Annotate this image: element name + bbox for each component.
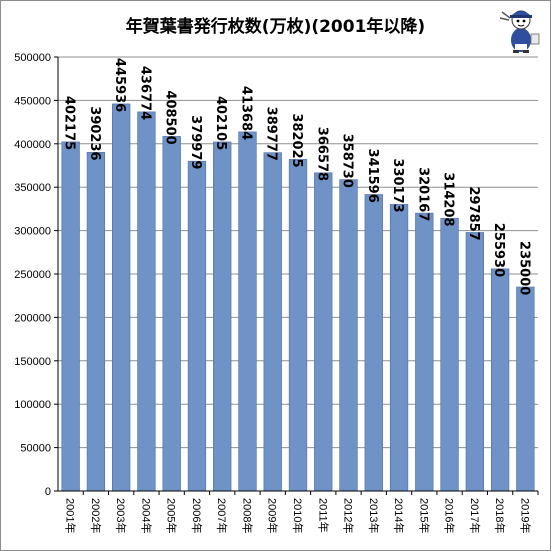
bar	[162, 136, 181, 492]
x-tick-label: 2011年	[316, 498, 330, 533]
bar	[339, 179, 358, 492]
bar	[86, 151, 106, 492]
x-tick-label: 2003年	[114, 498, 128, 533]
data-label: 379979	[188, 115, 203, 169]
x-tick-label: 2016年	[443, 498, 457, 533]
bar	[389, 204, 409, 492]
data-label: 235000	[516, 241, 531, 295]
x-tick-label: 2013年	[367, 498, 381, 533]
y-tick-label: 100000	[14, 399, 51, 411]
bar	[213, 141, 232, 492]
x-tick-label: 2015年	[417, 498, 431, 533]
bar	[238, 131, 257, 492]
y-tick-label: 300000	[14, 226, 51, 238]
x-tick-label: 2006年	[190, 498, 204, 533]
bar	[263, 152, 282, 492]
x-tick-label: 2014年	[392, 498, 406, 533]
y-tick-label: 350000	[14, 182, 51, 194]
y-tick-label: 250000	[14, 269, 51, 281]
bar	[364, 194, 383, 492]
bar	[61, 141, 80, 492]
data-label: 390236	[87, 106, 102, 160]
y-tick-label: 200000	[14, 312, 51, 324]
data-label: 445936	[112, 58, 127, 112]
data-label: 330173	[390, 158, 405, 212]
bar	[137, 111, 156, 492]
y-tick-label: 400000	[14, 139, 51, 151]
bar	[415, 212, 434, 492]
data-label: 358730	[340, 134, 355, 188]
mascot-icon	[498, 4, 542, 58]
x-tick-label: 2001年	[64, 498, 78, 533]
x-tick-label: 2019年	[518, 498, 532, 533]
data-label: 408500	[163, 90, 178, 144]
data-label: 402105	[213, 96, 228, 150]
x-tick-label: 2007年	[215, 498, 229, 533]
bar	[187, 160, 207, 492]
x-tick-label: 2005年	[165, 498, 179, 533]
data-label: 341596	[365, 148, 380, 202]
bar	[490, 268, 510, 492]
y-tick-label: 450000	[14, 95, 51, 107]
x-tick-label: 2002年	[89, 498, 103, 533]
y-tick-label: 150000	[14, 356, 51, 368]
x-tick-label: 2009年	[266, 498, 280, 533]
x-tick-label: 2008年	[240, 498, 254, 533]
x-tick-label: 2004年	[139, 498, 153, 533]
y-tick-label: 50000	[20, 443, 51, 455]
bar	[465, 232, 484, 492]
x-tick-label: 2017年	[468, 498, 482, 533]
bar	[516, 286, 535, 492]
x-tick-label: 2018年	[493, 498, 507, 533]
data-label: 402175	[62, 96, 77, 150]
x-tick-label: 2010年	[291, 498, 305, 533]
chart-title: 年賀葉書発行枚数(万枚)(2001年以降)	[125, 17, 426, 37]
data-label: 389777	[264, 107, 279, 161]
data-label: 297857	[466, 186, 481, 240]
data-label: 314208	[441, 172, 456, 226]
y-tick-label: 0	[45, 486, 51, 498]
bar	[314, 172, 333, 492]
data-label: 382025	[289, 113, 304, 167]
bar	[112, 103, 131, 492]
y-tick-label: 500000	[14, 52, 51, 64]
bar	[440, 217, 459, 492]
bar	[288, 159, 308, 492]
data-label: 366578	[314, 127, 329, 181]
data-label: 413684	[238, 86, 253, 140]
data-label: 320167	[415, 167, 430, 221]
x-tick-label: 2012年	[342, 498, 356, 533]
data-label: 436774	[137, 66, 152, 120]
data-label: 255930	[491, 223, 506, 277]
